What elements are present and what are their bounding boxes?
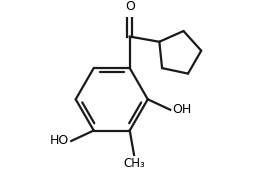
Text: O: O bbox=[125, 0, 135, 13]
Text: HO: HO bbox=[50, 135, 69, 147]
Text: OH: OH bbox=[173, 103, 192, 116]
Text: CH₃: CH₃ bbox=[123, 157, 145, 170]
